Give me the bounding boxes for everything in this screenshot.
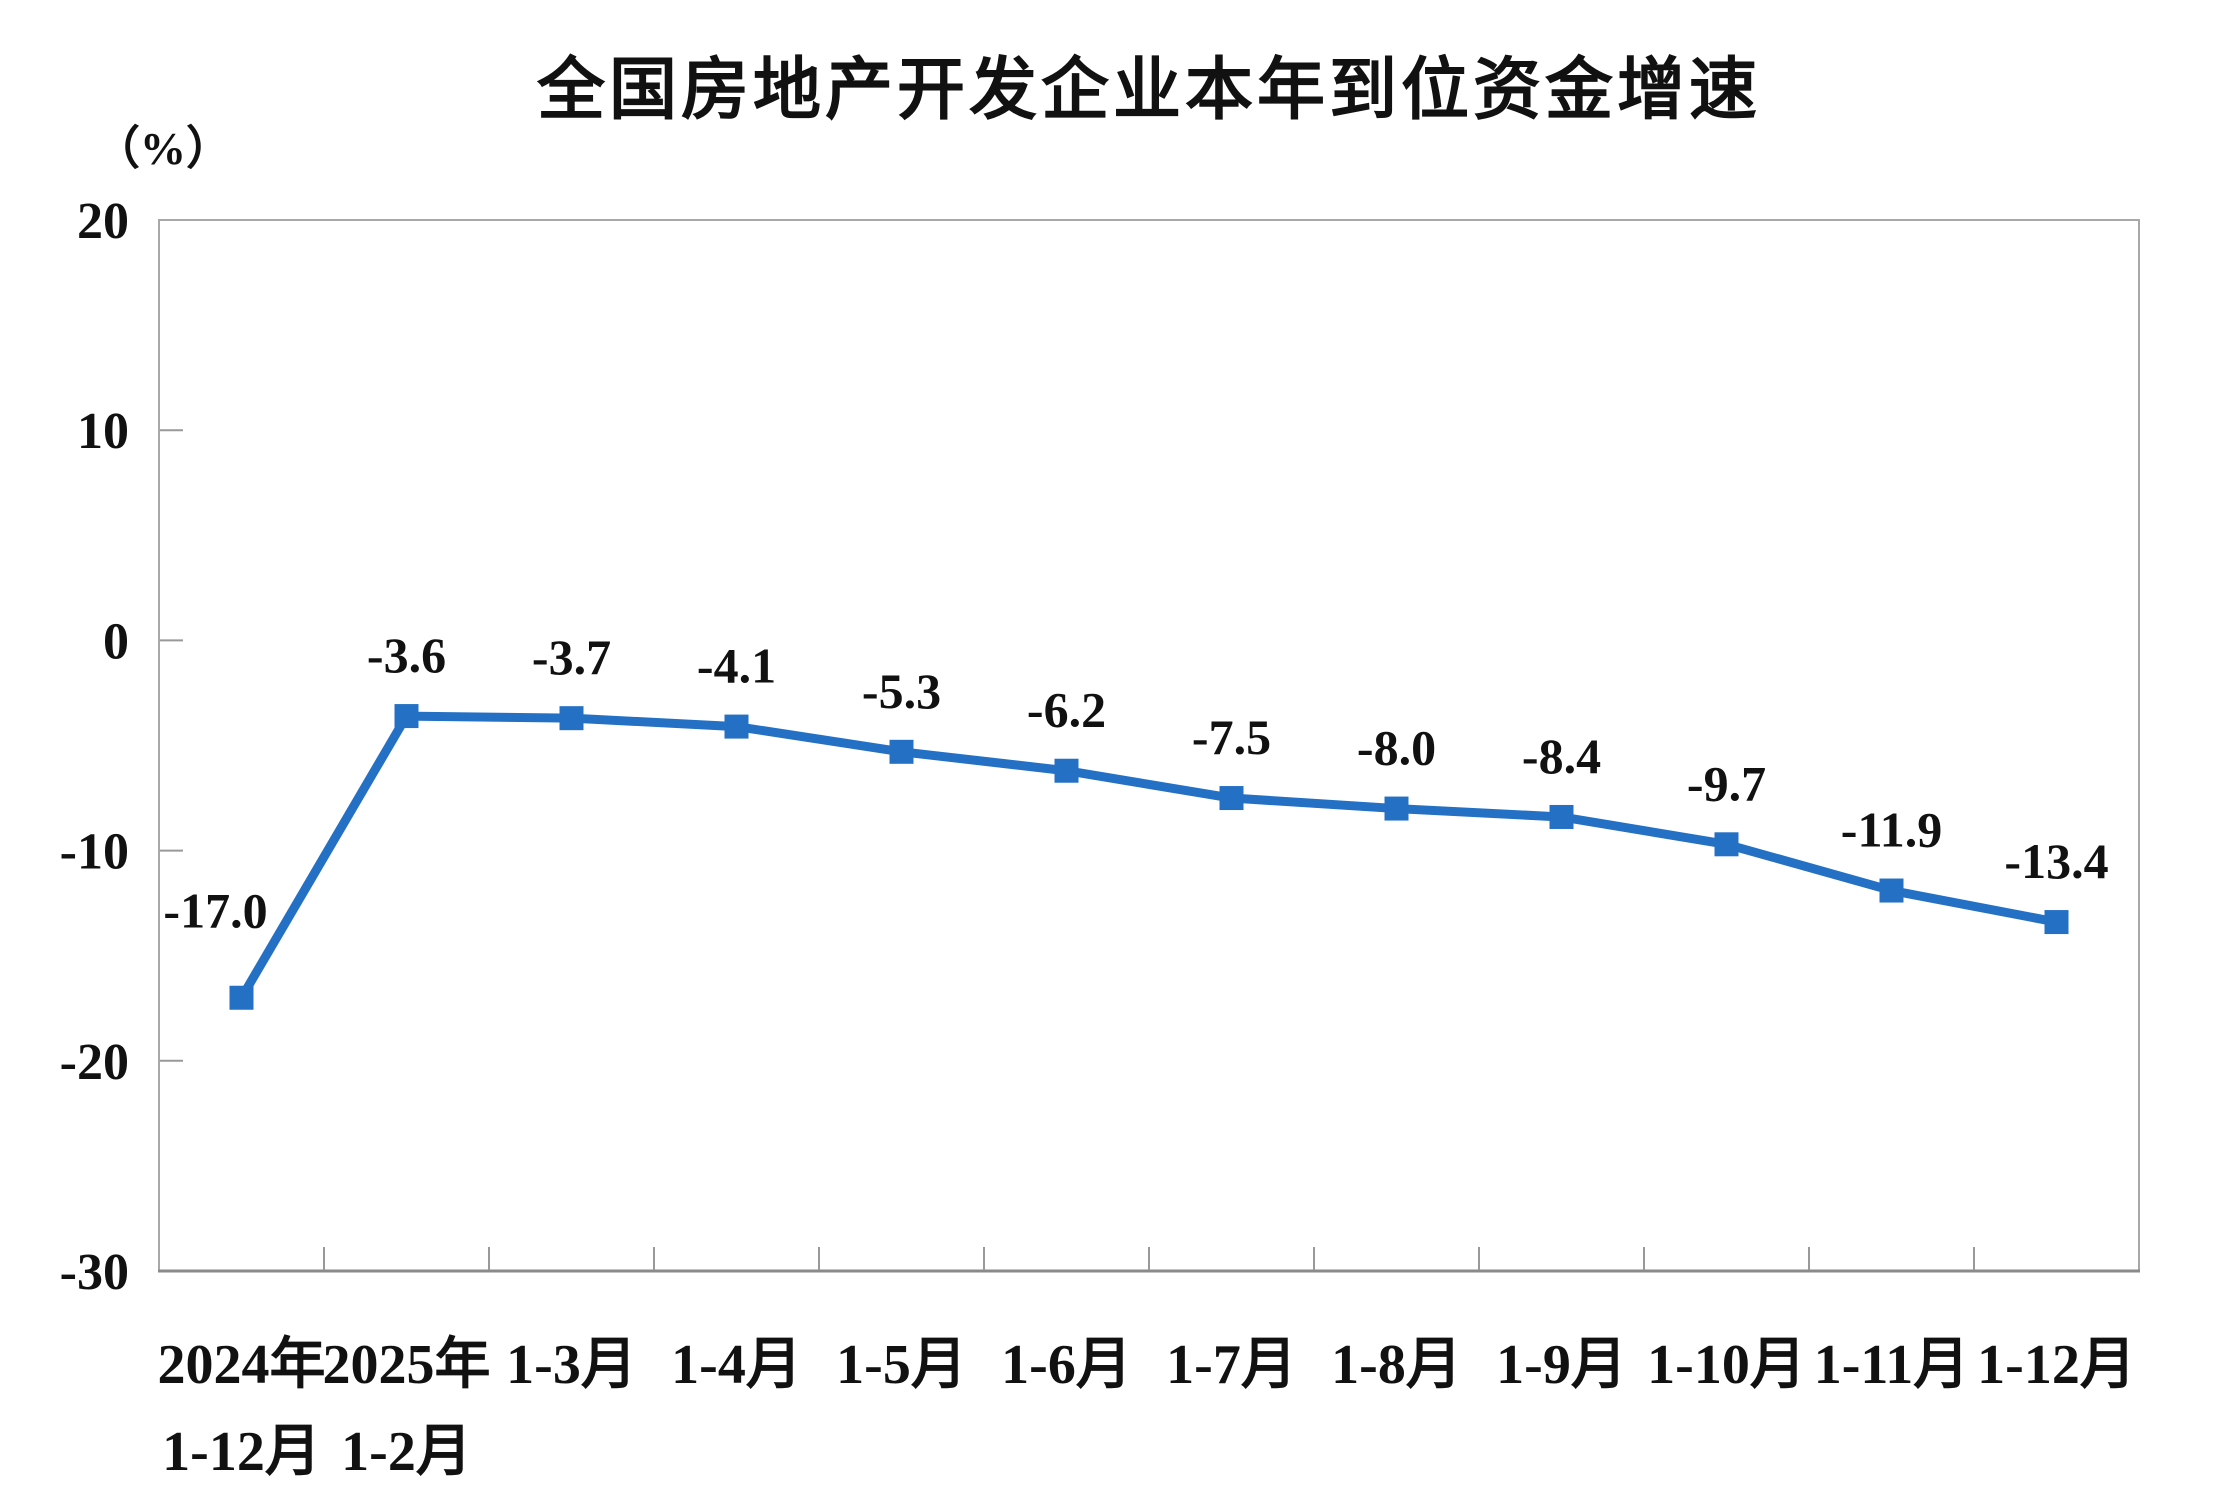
y-tick-label: -30: [60, 1244, 129, 1301]
data-point-marker: [724, 714, 749, 739]
data-point-marker: [1384, 796, 1409, 821]
data-point-label: -3.7: [532, 629, 611, 685]
x-axis-label: 1-7月: [1166, 1334, 1297, 1396]
x-axis-label: 1-3月: [506, 1334, 637, 1396]
y-tick-label: -10: [60, 824, 129, 881]
y-tick-label: 0: [103, 613, 129, 670]
data-point-marker: [1219, 786, 1244, 811]
data-point-label: -5.3: [862, 663, 941, 719]
x-axis-label: 1-8月: [1331, 1334, 1462, 1396]
y-tick-label: 10: [77, 403, 129, 460]
x-axis-label: 2024年: [158, 1334, 326, 1396]
data-point-label: -6.2: [1027, 682, 1106, 738]
x-axis-label: 1-6月: [1001, 1334, 1132, 1396]
chart-title: 全国房地产开发企业本年到位资金增速: [536, 52, 1761, 128]
x-axis-label: 2025年: [323, 1334, 491, 1396]
x-axis-label: 1-5月: [836, 1334, 967, 1396]
data-point-label: -9.7: [1687, 755, 1766, 811]
x-axis-label: 1-12月: [1977, 1334, 2136, 1396]
data-point-marker: [229, 985, 254, 1010]
data-point-marker: [2044, 910, 2069, 935]
data-point-marker: [559, 706, 584, 731]
y-tick-label: -20: [60, 1034, 129, 1091]
data-point-label: -11.9: [1841, 802, 1942, 858]
x-axis-label: 1-4月: [671, 1334, 802, 1396]
x-axis-label: 1-12月: [162, 1421, 321, 1483]
plot-frame: [158, 219, 2140, 1272]
data-point-marker: [889, 739, 914, 764]
data-point-marker: [1549, 804, 1574, 829]
series-line: [237, 711, 2058, 1001]
data-point-label: -3.6: [367, 627, 446, 683]
x-axis-label: 1-2月: [341, 1421, 472, 1483]
x-axis-label: 1-10月: [1647, 1334, 1806, 1396]
y-axis-unit-label: （%）: [94, 123, 232, 174]
data-point-marker: [1054, 758, 1079, 783]
data-point-marker: [394, 704, 419, 729]
x-axis-label: 1-11月: [1814, 1334, 1970, 1396]
x-axis-label: 1-9月: [1496, 1334, 1627, 1396]
y-tick-label: 20: [77, 193, 129, 250]
data-point-marker: [1714, 832, 1739, 857]
data-point-label: -7.5: [1192, 709, 1271, 765]
data-point-label: -8.4: [1522, 728, 1601, 784]
data-point-label: -13.4: [2004, 833, 2108, 889]
data-point-label: -4.1: [697, 638, 776, 694]
data-point-marker: [1879, 878, 1904, 903]
data-point-label: -17.0: [163, 883, 267, 939]
data-point-label: -8.0: [1357, 720, 1436, 776]
